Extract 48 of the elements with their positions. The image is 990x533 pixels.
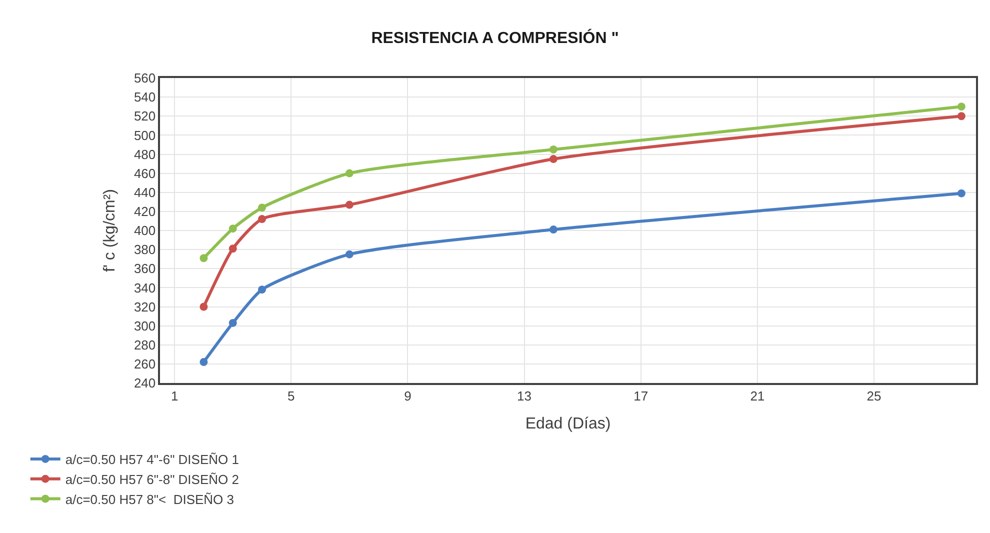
legend-label: a/c=0.50 H57 4"-6" DISEÑO 1: [65, 452, 239, 468]
point: [345, 250, 354, 258]
y-tick-label: 320: [134, 299, 156, 314]
point: [258, 286, 266, 294]
x-axis-title: Edad (Días): [525, 416, 611, 433]
y-tick-label: 300: [134, 318, 156, 334]
x-tick-label: 13: [517, 388, 532, 404]
point: [549, 226, 558, 234]
legend-label: a/c=0.50 H57 6"-8" DISEÑO 2: [65, 472, 239, 487]
point: [957, 102, 966, 111]
point: [957, 112, 966, 120]
y-tick-label: 260: [134, 356, 156, 372]
y-tick-label: 420: [134, 204, 156, 219]
x-tick-label: 17: [634, 388, 648, 404]
point: [258, 204, 266, 212]
y-tick-label: 520: [134, 108, 156, 124]
y-tick-label: 340: [134, 280, 156, 296]
point: [549, 155, 558, 164]
y-tick-label: 240: [134, 376, 156, 391]
y-tick-label: 360: [134, 261, 156, 276]
y-tick-label: 560: [134, 70, 156, 86]
y-tick-label: 440: [134, 184, 156, 200]
point: [200, 358, 208, 366]
point: [228, 318, 237, 327]
point: [957, 189, 966, 198]
chart-title: RESISTENCIA A COMPRESIÓN ": [371, 28, 619, 48]
point: [228, 224, 237, 233]
x-tick-label: 5: [288, 388, 295, 404]
y-tick-label: 480: [134, 146, 156, 162]
y-tick-label: 540: [134, 90, 156, 105]
legend-label: a/c=0.50 H57 8"< DISEÑO 3: [65, 492, 234, 507]
point: [345, 169, 354, 178]
y-tick-label: 500: [134, 128, 156, 143]
point: [200, 302, 208, 311]
point: [549, 145, 558, 154]
point: [228, 244, 237, 253]
point: [258, 215, 266, 224]
x-tick-label: 25: [866, 388, 882, 404]
x-tick-label: 21: [750, 388, 765, 404]
point: [345, 200, 354, 209]
point: [200, 254, 208, 262]
y-tick-label: 280: [134, 337, 156, 352]
y-tick-label: 400: [134, 223, 156, 238]
y-axis-title: f' c (kg/cm²): [101, 188, 118, 272]
y-tick-label: 380: [134, 242, 156, 258]
y-tick-label: 460: [134, 166, 156, 181]
x-tick-label: 9: [404, 388, 412, 404]
x-tick-label: 1: [170, 388, 178, 404]
